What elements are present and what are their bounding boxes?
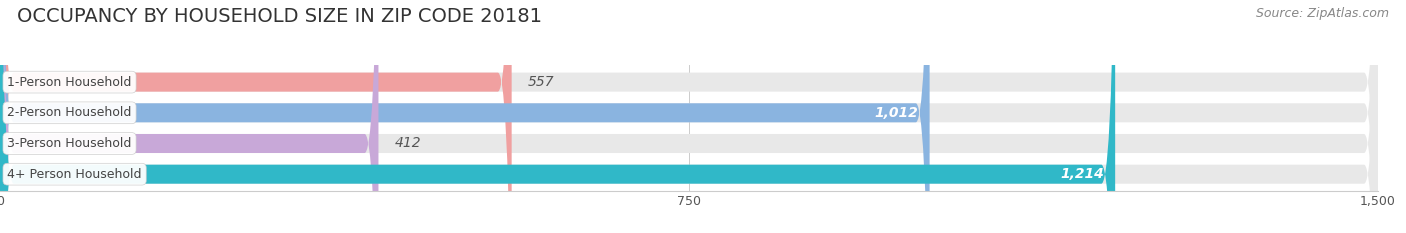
- FancyBboxPatch shape: [0, 0, 1115, 233]
- Text: 1,012: 1,012: [875, 106, 918, 120]
- Text: Source: ZipAtlas.com: Source: ZipAtlas.com: [1256, 7, 1389, 20]
- Text: 4+ Person Household: 4+ Person Household: [7, 168, 142, 181]
- Text: 3-Person Household: 3-Person Household: [7, 137, 132, 150]
- FancyBboxPatch shape: [0, 0, 929, 233]
- FancyBboxPatch shape: [0, 0, 378, 233]
- Text: 1,214: 1,214: [1060, 167, 1104, 181]
- Text: OCCUPANCY BY HOUSEHOLD SIZE IN ZIP CODE 20181: OCCUPANCY BY HOUSEHOLD SIZE IN ZIP CODE …: [17, 7, 541, 26]
- Text: 2-Person Household: 2-Person Household: [7, 106, 132, 119]
- Text: 1-Person Household: 1-Person Household: [7, 76, 132, 89]
- Text: 557: 557: [529, 75, 555, 89]
- Text: 412: 412: [395, 137, 422, 151]
- FancyBboxPatch shape: [0, 0, 512, 233]
